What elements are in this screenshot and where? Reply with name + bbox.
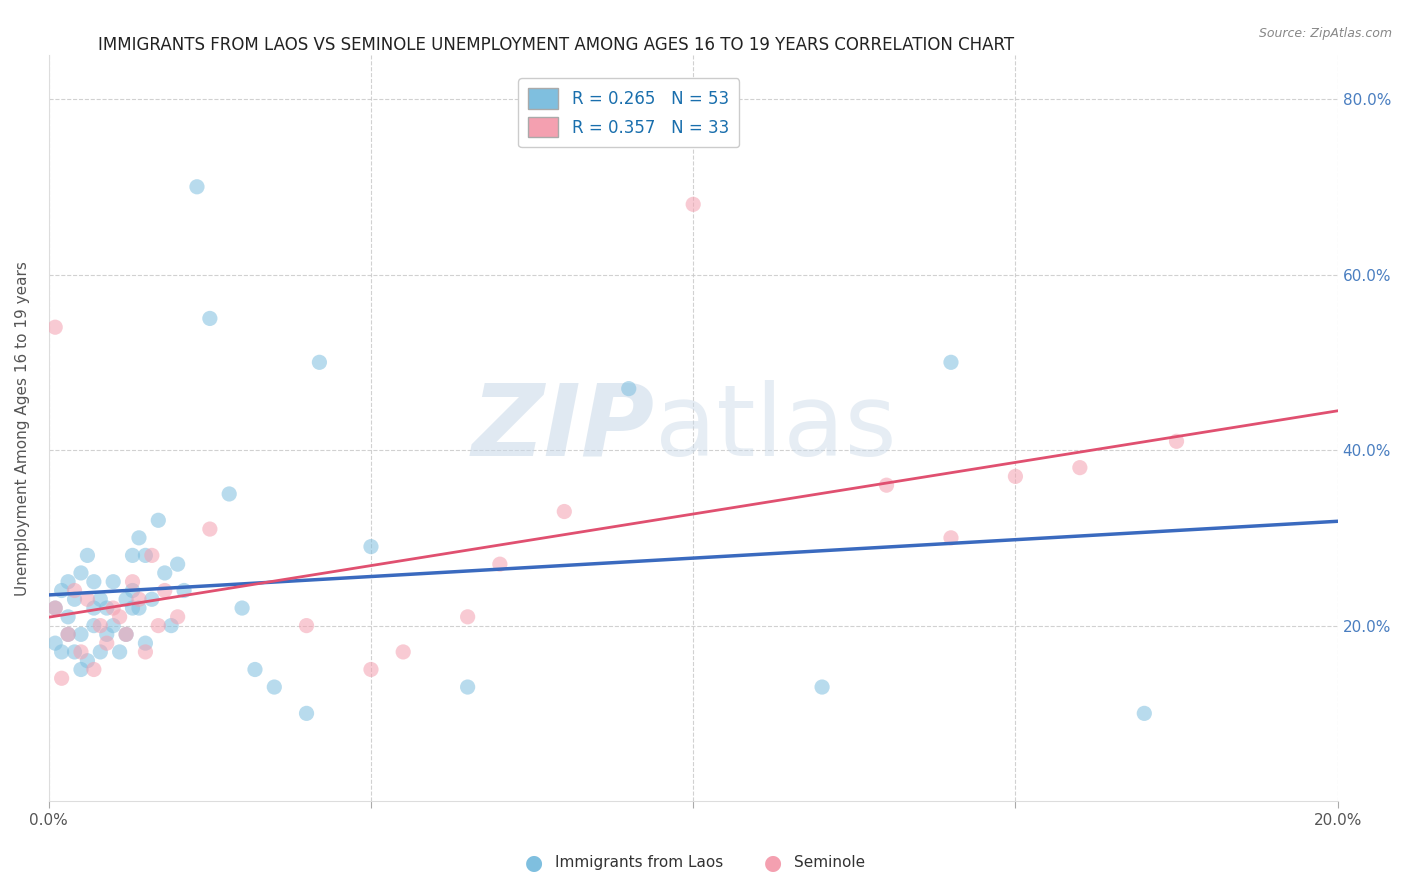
Point <box>51 671 73 685</box>
Point <box>89 645 111 659</box>
Point <box>148 513 170 527</box>
Point <box>70 566 93 580</box>
Point <box>63 583 86 598</box>
Point <box>360 663 382 677</box>
Point <box>96 636 118 650</box>
Point <box>83 574 105 589</box>
Point <box>44 636 66 650</box>
Point <box>295 618 318 632</box>
Point <box>108 610 131 624</box>
Point <box>121 549 143 563</box>
Point <box>83 618 105 632</box>
Point <box>103 574 125 589</box>
Point <box>70 645 93 659</box>
Point <box>121 574 143 589</box>
Text: IMMIGRANTS FROM LAOS VS SEMINOLE UNEMPLOYMENT AMONG AGES 16 TO 19 YEARS CORRELAT: IMMIGRANTS FROM LAOS VS SEMINOLE UNEMPLO… <box>98 36 1015 54</box>
Point <box>128 601 150 615</box>
Point <box>108 645 131 659</box>
Point <box>153 566 176 580</box>
Point <box>83 663 105 677</box>
Point <box>83 601 105 615</box>
Point <box>617 382 640 396</box>
Point <box>1004 469 1026 483</box>
Point <box>89 618 111 632</box>
Legend: R = 0.265   N = 53, R = 0.357   N = 33: R = 0.265 N = 53, R = 0.357 N = 33 <box>519 78 740 147</box>
Point <box>939 355 962 369</box>
Point <box>128 592 150 607</box>
Point <box>76 592 98 607</box>
Point <box>1166 434 1188 449</box>
Point <box>243 663 266 677</box>
Point <box>489 557 512 571</box>
Point <box>198 522 221 536</box>
Point <box>89 592 111 607</box>
Point <box>121 601 143 615</box>
Point <box>51 583 73 598</box>
Point <box>186 179 208 194</box>
Point <box>231 601 253 615</box>
Point <box>166 557 188 571</box>
Point <box>457 680 479 694</box>
Point <box>134 549 156 563</box>
Point <box>103 618 125 632</box>
Point <box>308 355 330 369</box>
Point <box>166 610 188 624</box>
Point <box>153 583 176 598</box>
Point <box>115 592 138 607</box>
Point <box>811 680 834 694</box>
Point <box>392 645 415 659</box>
Point <box>263 680 285 694</box>
Text: ●: ● <box>765 853 782 872</box>
Y-axis label: Unemployment Among Ages 16 to 19 years: Unemployment Among Ages 16 to 19 years <box>15 260 30 596</box>
Point <box>63 645 86 659</box>
Point <box>56 627 79 641</box>
Point <box>70 627 93 641</box>
Point <box>939 531 962 545</box>
Point <box>360 540 382 554</box>
Point <box>44 601 66 615</box>
Text: atlas: atlas <box>655 380 896 476</box>
Point <box>76 654 98 668</box>
Point <box>218 487 240 501</box>
Point <box>76 549 98 563</box>
Point <box>63 592 86 607</box>
Point <box>1069 460 1091 475</box>
Text: Seminole: Seminole <box>794 855 866 870</box>
Point <box>44 320 66 334</box>
Point <box>160 618 183 632</box>
Text: Source: ZipAtlas.com: Source: ZipAtlas.com <box>1258 27 1392 40</box>
Point <box>876 478 898 492</box>
Point <box>141 549 163 563</box>
Point <box>128 531 150 545</box>
Text: ●: ● <box>526 853 543 872</box>
Point <box>1133 706 1156 721</box>
Point <box>682 197 704 211</box>
Point <box>457 610 479 624</box>
Point <box>134 645 156 659</box>
Point <box>295 706 318 721</box>
Point <box>148 618 170 632</box>
Point <box>44 601 66 615</box>
Point <box>96 627 118 641</box>
Point <box>134 636 156 650</box>
Point <box>121 583 143 598</box>
Point <box>553 504 575 518</box>
Point <box>173 583 195 598</box>
Text: ZIP: ZIP <box>471 380 655 476</box>
Point <box>115 627 138 641</box>
Point <box>56 610 79 624</box>
Point <box>141 592 163 607</box>
Point <box>51 645 73 659</box>
Point <box>103 601 125 615</box>
Point <box>96 601 118 615</box>
Point <box>115 627 138 641</box>
Text: Immigrants from Laos: Immigrants from Laos <box>555 855 724 870</box>
Point <box>198 311 221 326</box>
Point <box>56 574 79 589</box>
Point <box>70 663 93 677</box>
Point <box>56 627 79 641</box>
